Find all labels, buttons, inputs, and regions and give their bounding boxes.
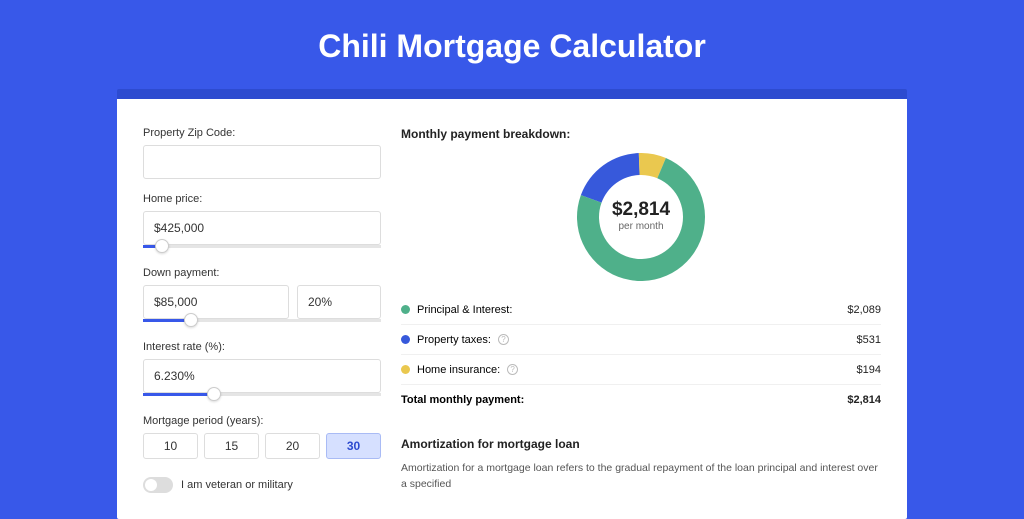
legend-dot-icon [401,365,410,374]
down-payment-label: Down payment: [143,267,381,279]
legend-dot-icon [401,335,410,344]
legend-dot-icon [401,305,410,314]
legend-row: Property taxes:? $531 [401,325,881,355]
donut-chart: $2,814per month [401,153,881,281]
home-price-field: Home price: [143,193,381,253]
zip-input[interactable] [143,145,381,179]
amortization-title: Amortization for mortgage loan [401,437,881,451]
total-value: $2,814 [847,394,881,406]
legend-label: Property taxes: [417,334,491,346]
page-title: Chili Mortgage Calculator [0,0,1024,89]
total-label: Total monthly payment: [401,394,524,406]
interest-rate-slider[interactable] [143,391,381,401]
info-icon[interactable]: ? [507,364,518,375]
legend-value: $2,089 [847,304,881,316]
donut-sublabel: per month [601,221,681,232]
interest-rate-label: Interest rate (%): [143,341,381,353]
amortization-body: Amortization for a mortgage loan refers … [401,461,881,493]
legend-row: Home insurance:? $194 [401,355,881,385]
period-option-10[interactable]: 10 [143,433,198,459]
period-option-15[interactable]: 15 [204,433,259,459]
veteran-label: I am veteran or military [181,479,293,491]
mortgage-period-label: Mortgage period (years): [143,415,381,427]
home-price-input[interactable] [143,211,381,245]
period-option-30[interactable]: 30 [326,433,381,459]
interest-rate-input[interactable] [143,359,381,393]
home-price-label: Home price: [143,193,381,205]
legend-label: Home insurance: [417,364,500,376]
down-payment-input[interactable] [143,285,289,319]
period-option-20[interactable]: 20 [265,433,320,459]
veteran-row: I am veteran or military [143,477,381,493]
breakdown-title: Monthly payment breakdown: [401,127,881,141]
down-payment-field: Down payment: [143,267,381,327]
inputs-column: Property Zip Code: Home price: Down paym… [143,127,381,519]
veteran-toggle[interactable] [143,477,173,493]
info-icon[interactable]: ? [498,334,509,345]
donut-amount: $2,814 [601,199,681,221]
legend-label: Principal & Interest: [417,304,512,316]
legend-value: $531 [857,334,881,346]
home-price-slider[interactable] [143,243,381,253]
interest-rate-field: Interest rate (%): [143,341,381,401]
mortgage-period-field: Mortgage period (years): 10152030 [143,415,381,459]
breakdown-column: Monthly payment breakdown: $2,814per mon… [401,127,881,519]
legend-value: $194 [857,364,881,376]
down-payment-pct-input[interactable] [297,285,381,319]
calculator-card: Property Zip Code: Home price: Down paym… [117,89,907,519]
down-payment-slider[interactable] [143,317,381,327]
donut-segment [581,153,640,203]
zip-field: Property Zip Code: [143,127,381,179]
zip-label: Property Zip Code: [143,127,381,139]
total-row: Total monthly payment: $2,814 [401,385,881,415]
legend-row: Principal & Interest: $2,089 [401,295,881,325]
